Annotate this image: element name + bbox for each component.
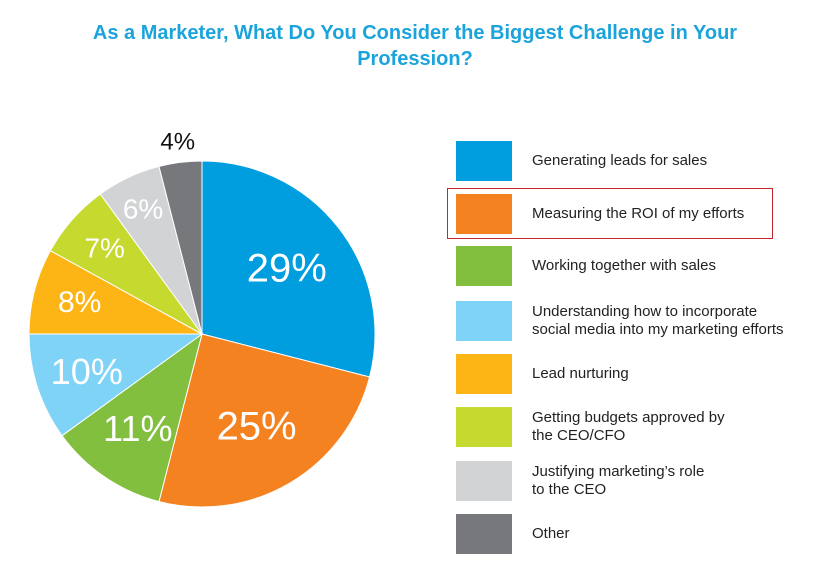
legend-swatch xyxy=(456,141,512,181)
legend-item: Measuring the ROI of my efforts xyxy=(456,194,826,238)
legend-item: Justifying marketing’s role to the CEO xyxy=(456,461,826,505)
legend-swatch xyxy=(456,246,512,286)
legend-label: Lead nurturing xyxy=(532,365,629,382)
legend-item: Generating leads for sales xyxy=(456,141,826,185)
legend-swatch xyxy=(456,354,512,394)
pie-slice-label: 4% xyxy=(160,128,195,155)
legend-item: Other xyxy=(456,514,826,558)
pie-slice xyxy=(201,160,376,378)
pie-slice-label: 25% xyxy=(217,404,297,448)
legend-label: Understanding how to incorporate social m… xyxy=(532,303,784,338)
legend-label: Measuring the ROI of my efforts xyxy=(532,205,745,222)
legend-swatch xyxy=(456,461,512,501)
legend-label: Working together with sales xyxy=(532,257,716,274)
pie-slice-label: 6% xyxy=(123,193,163,224)
legend-swatch xyxy=(456,407,512,447)
legend-label: Generating leads for sales xyxy=(532,152,708,169)
pie-slice xyxy=(28,333,204,437)
legend-swatch xyxy=(456,514,512,554)
legend-highlight-box xyxy=(447,188,773,239)
chart-title: As a Marketer, What Do You Consider the … xyxy=(92,22,738,70)
legend-label: Justifying marketing’s role to the CEO xyxy=(532,463,705,498)
legend-swatch xyxy=(456,301,512,341)
legend-item: Getting budgets approved by the CEO/CFO xyxy=(456,407,826,451)
legend-label: Other xyxy=(532,525,570,542)
pie-slice-label: 8% xyxy=(58,286,101,319)
legend-item: Working together with sales xyxy=(456,246,826,290)
pie-slice xyxy=(158,333,371,508)
pie-slice-label: 29% xyxy=(247,246,327,290)
legend-swatch xyxy=(456,194,512,234)
pie-slice xyxy=(158,160,203,335)
legend-item: Lead nurturing xyxy=(456,354,826,398)
legend-item: Understanding how to incorporate social m… xyxy=(456,301,826,345)
pie-slice xyxy=(61,332,203,503)
pie-slice-label: 11% xyxy=(103,408,172,449)
pie-slice-label: 10% xyxy=(51,351,123,392)
legend-label: Getting budgets approved by the CEO/CFO xyxy=(532,409,725,444)
pie-slice-label: 7% xyxy=(84,233,124,264)
